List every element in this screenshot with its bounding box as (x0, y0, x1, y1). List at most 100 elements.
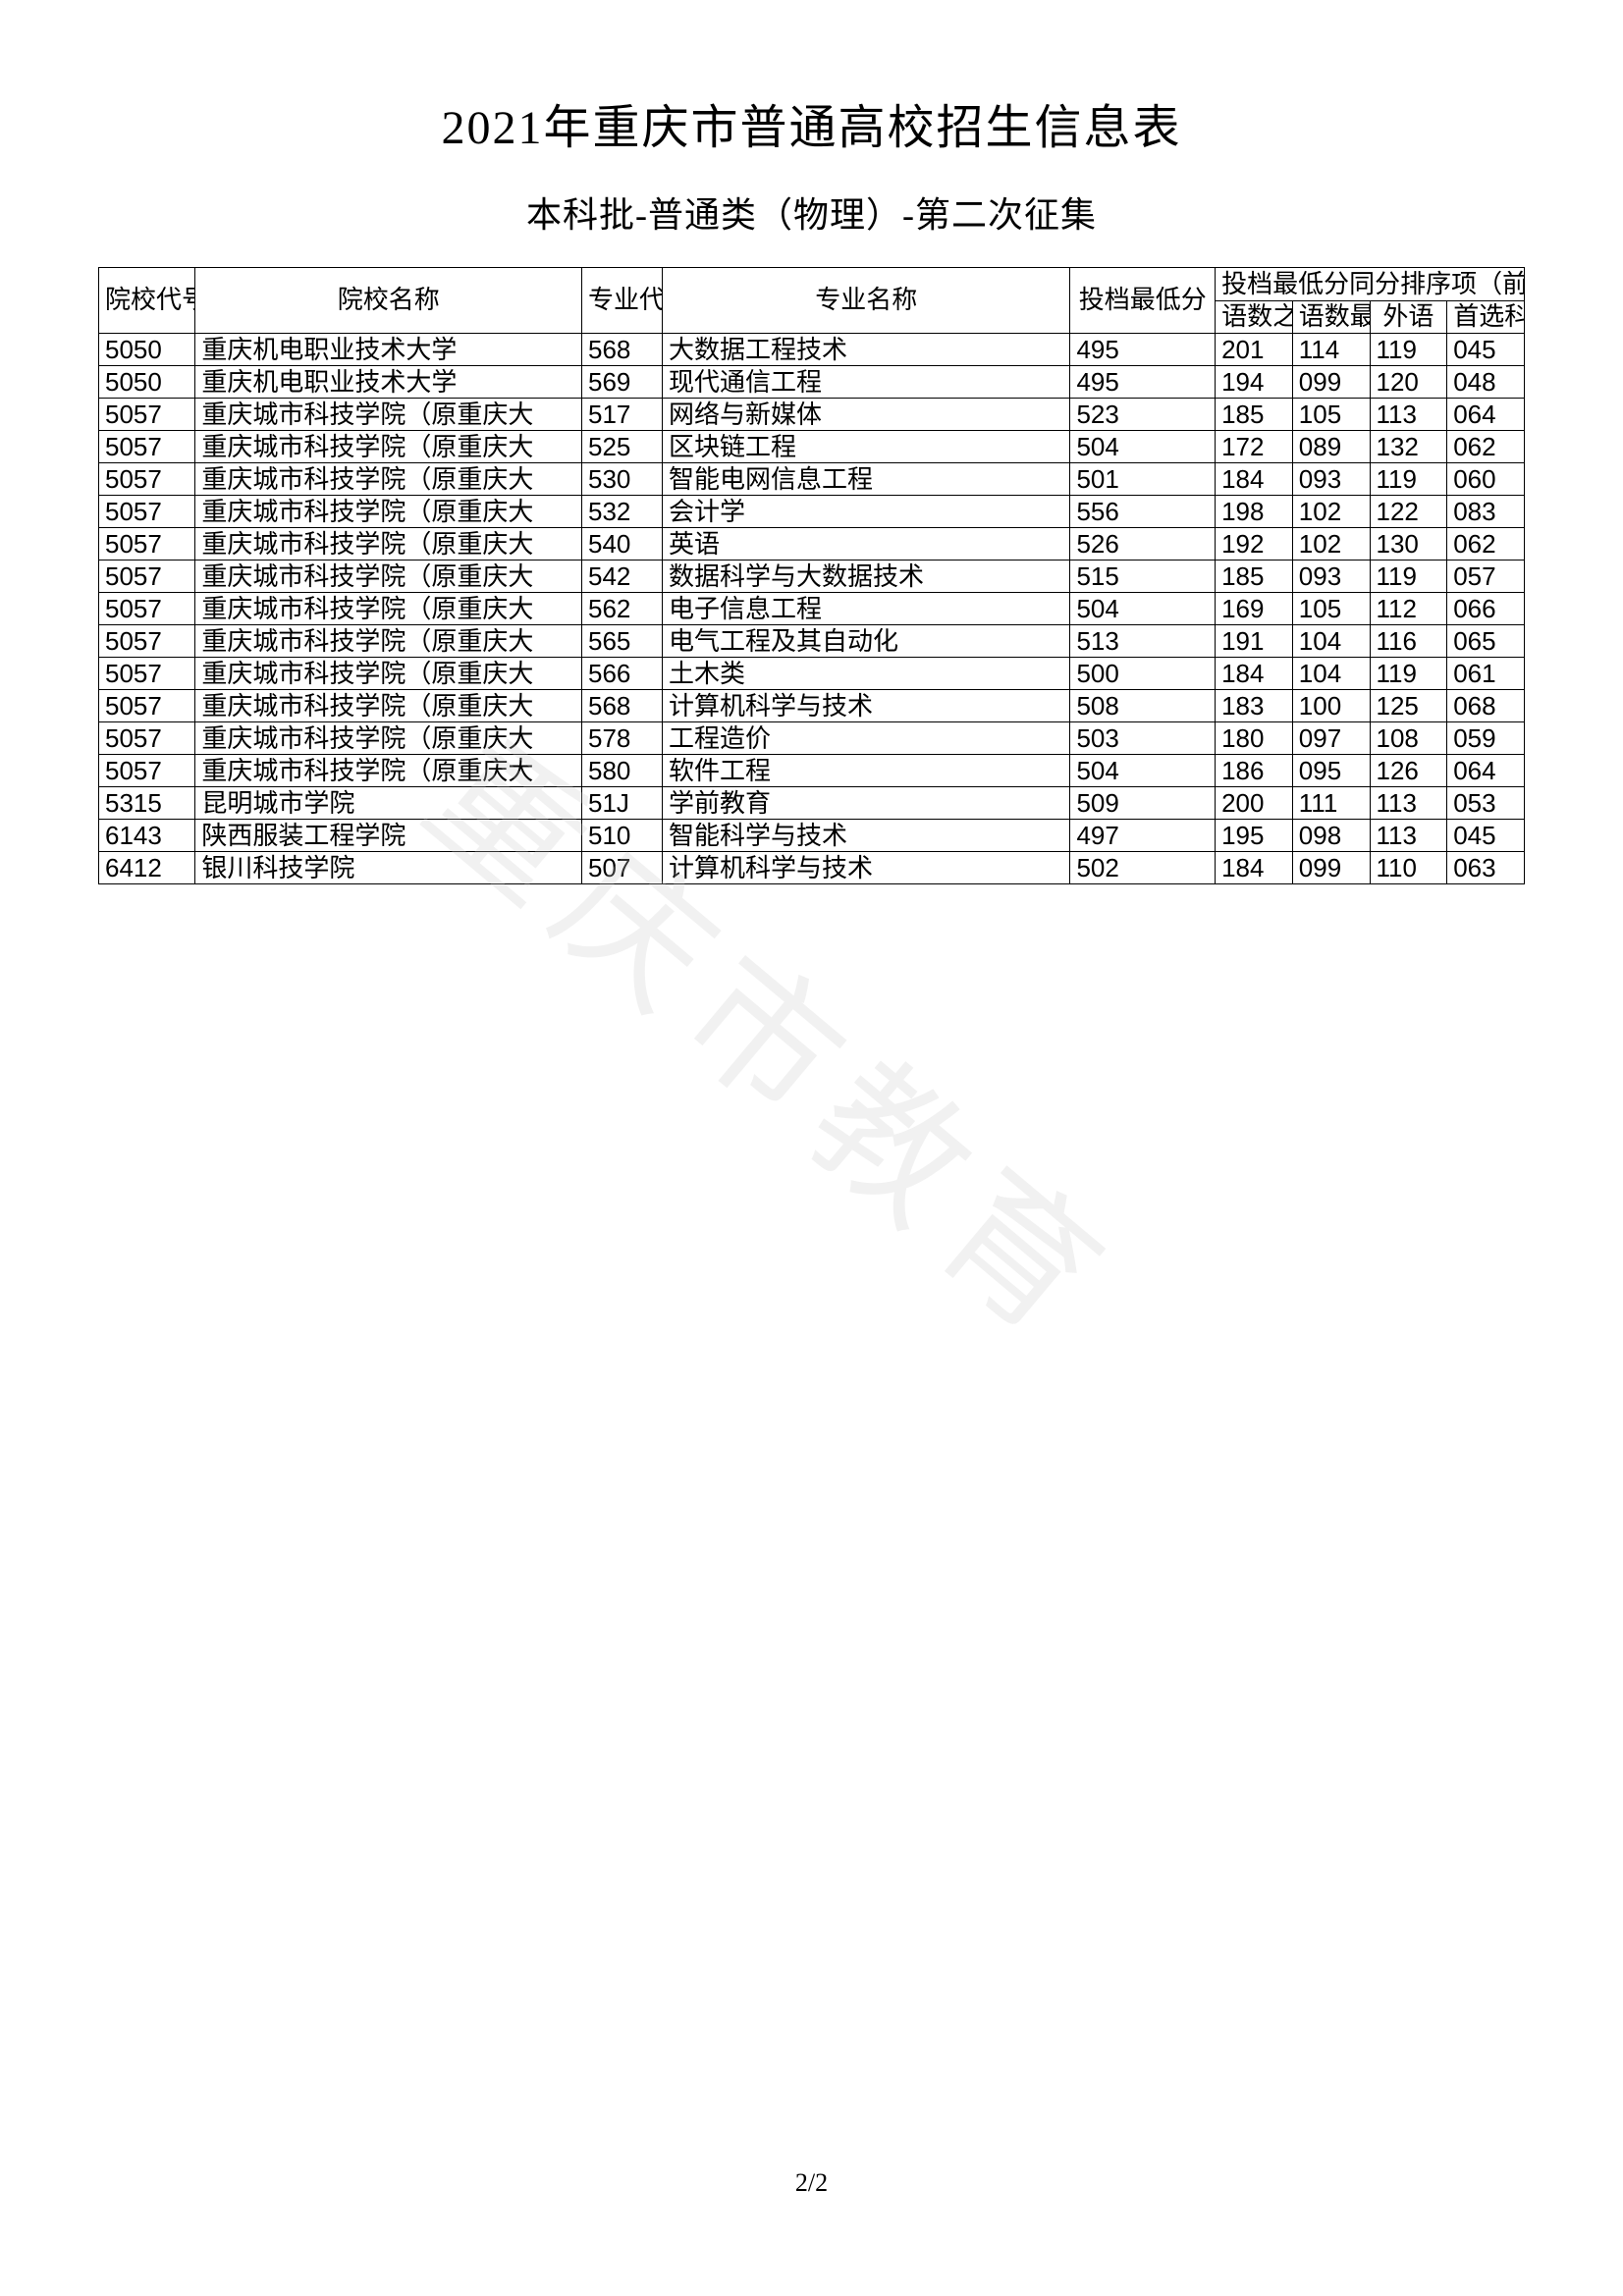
cell-school-code: 6412 (99, 852, 195, 884)
cell-score: 513 (1070, 625, 1216, 658)
cell-school-code: 5057 (99, 625, 195, 658)
cell-tie2: 102 (1292, 528, 1370, 561)
cell-tie3: 120 (1370, 366, 1447, 399)
cell-tie2: 114 (1292, 334, 1370, 366)
cell-major-name: 大数据工程技术 (663, 334, 1070, 366)
page-subtitle: 本科批-普通类（物理）-第二次征集 (98, 187, 1525, 238)
table-row: 5050重庆机电职业技术大学569现代通信工程495194099120048 (99, 366, 1525, 399)
table-row: 5057重庆城市科技学院（原重庆大568计算机科学与技术508183100125… (99, 690, 1525, 722)
table-row: 5057重庆城市科技学院（原重庆大540英语526192102130062 (99, 528, 1525, 561)
cell-school-code: 5057 (99, 496, 195, 528)
table-row: 5057重庆城市科技学院（原重庆大542数据科学与大数据技术5151850931… (99, 561, 1525, 593)
cell-tie1: 198 (1216, 496, 1293, 528)
cell-tie2: 105 (1292, 593, 1370, 625)
cell-score: 504 (1070, 593, 1216, 625)
cell-school-code: 5057 (99, 690, 195, 722)
table-row: 5057重庆城市科技学院（原重庆大565电气工程及其自动化51319110411… (99, 625, 1525, 658)
cell-major-code: 525 (582, 431, 663, 463)
cell-tie1: 185 (1216, 399, 1293, 431)
cell-major-name: 智能电网信息工程 (663, 463, 1070, 496)
cell-tie3: 126 (1370, 755, 1447, 787)
cell-tie3: 113 (1370, 787, 1447, 820)
cell-tie4: 065 (1447, 625, 1525, 658)
cell-school-name: 重庆城市科技学院（原重庆大 (195, 399, 582, 431)
cell-school-name: 重庆城市科技学院（原重庆大 (195, 463, 582, 496)
cell-major-code: 532 (582, 496, 663, 528)
cell-score: 503 (1070, 722, 1216, 755)
cell-tie1: 200 (1216, 787, 1293, 820)
cell-major-name: 土木类 (663, 658, 1070, 690)
cell-school-code: 5057 (99, 431, 195, 463)
cell-major-name: 网络与新媒体 (663, 399, 1070, 431)
cell-major-code: 569 (582, 366, 663, 399)
header-tie1: 语数之和 (1216, 301, 1293, 334)
cell-tie2: 104 (1292, 625, 1370, 658)
cell-tie1: 185 (1216, 561, 1293, 593)
cell-school-code: 5057 (99, 399, 195, 431)
cell-tie4: 068 (1447, 690, 1525, 722)
table-row: 5057重庆城市科技学院（原重庆大562电子信息工程50416910511206… (99, 593, 1525, 625)
cell-tie3: 119 (1370, 334, 1447, 366)
cell-school-name: 重庆城市科技学院（原重庆大 (195, 593, 582, 625)
cell-major-name: 计算机科学与技术 (663, 852, 1070, 884)
cell-tie1: 172 (1216, 431, 1293, 463)
cell-tie2: 104 (1292, 658, 1370, 690)
cell-school-name: 昆明城市学院 (195, 787, 582, 820)
table-row: 5057重庆城市科技学院（原重庆大532会计学556198102122083 (99, 496, 1525, 528)
cell-school-code: 5057 (99, 528, 195, 561)
cell-tie1: 192 (1216, 528, 1293, 561)
cell-tie4: 061 (1447, 658, 1525, 690)
cell-school-code: 5057 (99, 722, 195, 755)
cell-tie2: 100 (1292, 690, 1370, 722)
cell-tie3: 113 (1370, 820, 1447, 852)
cell-school-name: 重庆城市科技学院（原重庆大 (195, 561, 582, 593)
table-row: 5057重庆城市科技学院（原重庆大525区块链工程504172089132062 (99, 431, 1525, 463)
cell-tie4: 053 (1447, 787, 1525, 820)
cell-tie3: 110 (1370, 852, 1447, 884)
cell-school-code: 5315 (99, 787, 195, 820)
header-major-name: 专业名称 (663, 268, 1070, 334)
cell-score: 497 (1070, 820, 1216, 852)
cell-tie2: 099 (1292, 852, 1370, 884)
cell-major-code: 580 (582, 755, 663, 787)
cell-tie3: 122 (1370, 496, 1447, 528)
cell-major-name: 智能科学与技术 (663, 820, 1070, 852)
table-row: 5057重庆城市科技学院（原重庆大566土木类500184104119061 (99, 658, 1525, 690)
header-tie2: 语数最高 (1292, 301, 1370, 334)
cell-school-code: 5050 (99, 366, 195, 399)
page-container: 重庆市教育 2021年重庆市普通高校招生信息表 本科批-普通类（物理）-第二次征… (0, 0, 1623, 2296)
cell-school-name: 重庆城市科技学院（原重庆大 (195, 528, 582, 561)
cell-tie3: 108 (1370, 722, 1447, 755)
cell-school-name: 重庆城市科技学院（原重庆大 (195, 431, 582, 463)
cell-major-code: 517 (582, 399, 663, 431)
cell-score: 526 (1070, 528, 1216, 561)
cell-school-code: 5050 (99, 334, 195, 366)
cell-school-name: 陕西服装工程学院 (195, 820, 582, 852)
cell-score: 508 (1070, 690, 1216, 722)
header-tie-group: 投档最低分同分排序项（前4项） (1216, 268, 1525, 301)
table-row: 5050重庆机电职业技术大学568大数据工程技术495201114119045 (99, 334, 1525, 366)
cell-school-code: 6143 (99, 820, 195, 852)
cell-major-name: 计算机科学与技术 (663, 690, 1070, 722)
cell-school-name: 重庆城市科技学院（原重庆大 (195, 658, 582, 690)
cell-score: 556 (1070, 496, 1216, 528)
table-row: 6143陕西服装工程学院510智能科学与技术497195098113045 (99, 820, 1525, 852)
cell-major-name: 区块链工程 (663, 431, 1070, 463)
cell-major-code: 507 (582, 852, 663, 884)
cell-school-name: 银川科技学院 (195, 852, 582, 884)
cell-school-name: 重庆城市科技学院（原重庆大 (195, 690, 582, 722)
cell-tie3: 132 (1370, 431, 1447, 463)
cell-tie3: 119 (1370, 561, 1447, 593)
cell-school-name: 重庆城市科技学院（原重庆大 (195, 755, 582, 787)
cell-major-name: 软件工程 (663, 755, 1070, 787)
cell-tie3: 112 (1370, 593, 1447, 625)
cell-school-code: 5057 (99, 463, 195, 496)
table-row: 5057重庆城市科技学院（原重庆大578工程造价503180097108059 (99, 722, 1525, 755)
cell-tie4: 045 (1447, 820, 1525, 852)
cell-major-name: 会计学 (663, 496, 1070, 528)
cell-tie3: 125 (1370, 690, 1447, 722)
page-title: 2021年重庆市普通高校招生信息表 (98, 88, 1525, 157)
cell-tie2: 105 (1292, 399, 1370, 431)
cell-tie1: 194 (1216, 366, 1293, 399)
cell-tie3: 116 (1370, 625, 1447, 658)
